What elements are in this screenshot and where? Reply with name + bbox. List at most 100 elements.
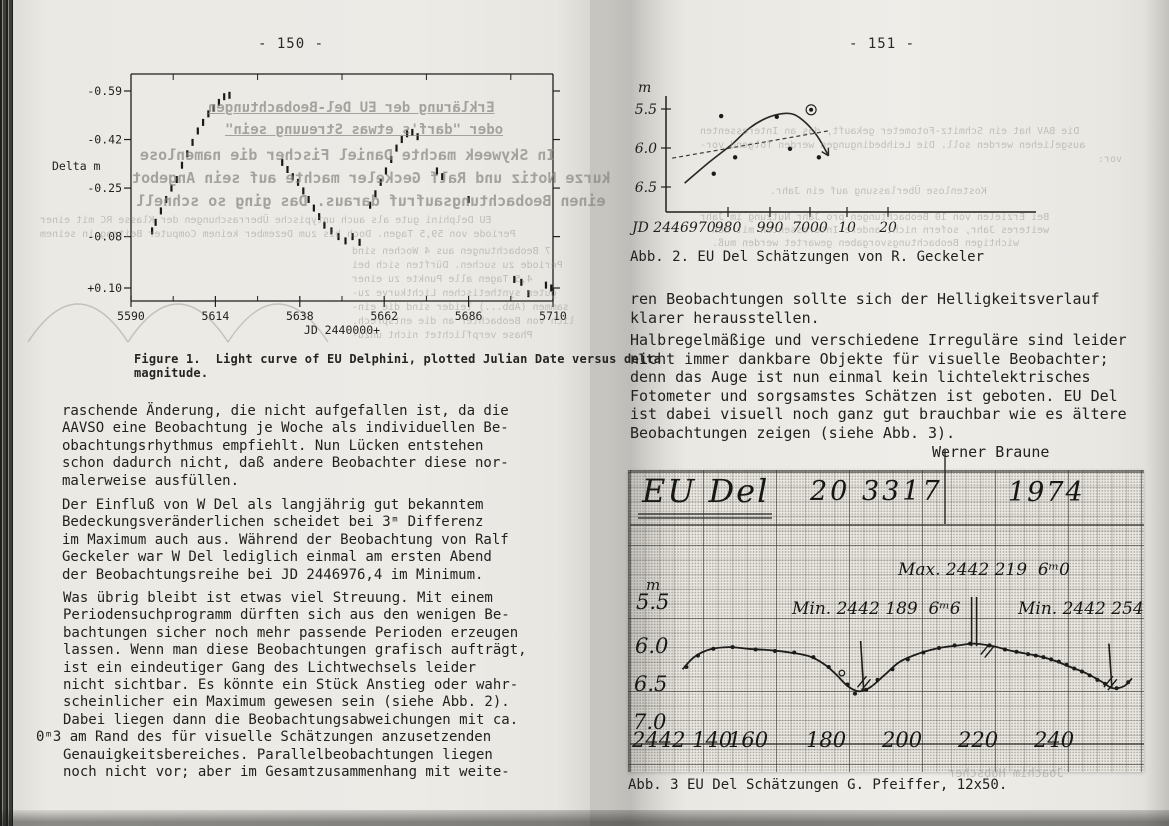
- abb3-x-tick: 240: [1034, 728, 1075, 752]
- ghost-bleed-text: oder "darf's etwas Streuung sein": [225, 122, 504, 138]
- svg-text:20: 20: [878, 220, 897, 236]
- text-line: Dabei liegen dann die Beobachtungsabweic…: [63, 711, 519, 728]
- ghost-bleed-text: weiteres Jahr, sofern nicht andere Inter…: [712, 225, 1050, 236]
- abb3-x-tick: 180: [806, 728, 847, 752]
- svg-text:JD 2440000+: JD 2440000+: [304, 323, 380, 337]
- svg-text:m: m: [638, 80, 651, 96]
- text-line: klarer herausstellen.: [630, 308, 820, 327]
- text-line: 0ᵐ3 am Rand des für visuelle Schätzungen…: [36, 729, 492, 746]
- svg-text:5638: 5638: [286, 309, 314, 323]
- svg-text:5710: 5710: [539, 309, 567, 323]
- ghost-bleed-text: sammen (Abb...) leider sind die ein-: [352, 302, 569, 313]
- ghost-bleed-text: Periode von 59,5 Tagen. Doch bis zum Dez…: [40, 229, 516, 240]
- paragraph-2: Der Einfluß von W Del als langjährig gut…: [62, 497, 509, 584]
- figure1-caption-line1: Figure 1. Light curve of EU Delphini, pl…: [134, 352, 662, 366]
- svg-text:JD 2446970: JD 2446970: [629, 220, 716, 236]
- svg-text:-0.25: -0.25: [87, 181, 122, 195]
- paragraph-5: Halbregelmäßige und verschiedene Irregul…: [630, 331, 1127, 442]
- ghost-bleed-text: einen Beobachtungsaufruf daraus. Das gin…: [136, 192, 606, 210]
- abb3-min2-annotation: Min. 2442 254: [1018, 599, 1144, 619]
- text-line: denn das Auge ist nun einmal kein lichte…: [630, 368, 1091, 386]
- abb3-y-tick: 6.0: [635, 634, 669, 658]
- text-line: Fotometer und sorgsamstes Schätzen ist g…: [630, 386, 1118, 405]
- ghost-bleed-text: 4,5 Tagen alle Punkte zu einer: [352, 274, 533, 285]
- paragraph-3: Was übrig bleibt ist etwas viel Streuung…: [36, 590, 527, 781]
- ghost-bleed-text: kurze Notiz und Ralf Geckeler machte auf…: [132, 169, 611, 187]
- text-line: Genauigkeitsbereiches. Parallelbeobachtu…: [63, 746, 493, 763]
- abb3-plot: [681, 596, 1133, 696]
- svg-text:Delta m: Delta m: [52, 159, 101, 173]
- abb3-x-tick: 2442 140: [632, 728, 733, 752]
- text-line: ren Beobachtungen sollte sich der Hellig…: [630, 290, 1100, 308]
- svg-text:5614: 5614: [202, 309, 230, 323]
- text-line: malerweise ausfüllen.: [62, 472, 240, 489]
- author-signature: Werner Braune: [932, 443, 1050, 461]
- svg-text:6.5: 6.5: [635, 180, 657, 196]
- page-number-left: - 150 -: [258, 36, 325, 52]
- ghost-bleed-text: Kostenlose Überlassung auf ein Jahr.: [770, 186, 987, 197]
- text-line: Der Einfluß von W Del als langjährig gut…: [62, 497, 484, 513]
- ghost-curves: [27, 303, 329, 343]
- ghost-bleed-text: Bei Erzielen von 10 Beobachtungen pro Ja…: [700, 212, 1050, 223]
- abb3-graph-paper: EU Del 20 3317 1974 Max. 2442 219 6ᵐ0 Mi…: [628, 450, 1144, 772]
- svg-text:5.5: 5.5: [635, 102, 657, 118]
- svg-text:5662: 5662: [370, 309, 398, 323]
- abb2-caption: Abb. 2. EU Del Schätzungen von R. Geckel…: [630, 249, 985, 265]
- page-number-right: - 151 -: [849, 36, 916, 52]
- svg-text:990: 990: [757, 220, 784, 236]
- svg-text:+0.10: +0.10: [87, 281, 122, 295]
- abb3-caption: Abb. 3 EU Del Schätzungen G. Pfeiffer, 1…: [628, 777, 1008, 793]
- svg-text:-0.42: -0.42: [87, 133, 122, 147]
- svg-text:6.0: 6.0: [635, 141, 657, 157]
- text-line: Was übrig bleibt ist etwas viel Streuung…: [63, 590, 493, 606]
- underline: [638, 517, 772, 519]
- ghost-bleed-text: ausgeliehen werden soll. Die Leihbedingu…: [700, 140, 1086, 151]
- text-line: bachtungen sicher noch mehr passende Per…: [63, 624, 519, 641]
- x-axis-line: [630, 743, 1144, 745]
- page-left-background: [13, 0, 590, 826]
- text-line: raschende Änderung, die nicht aufgefalle…: [62, 403, 509, 419]
- abb3-year: 1974: [1008, 477, 1085, 508]
- svg-text:-0.08: -0.08: [87, 230, 122, 244]
- abb3-y-unit: m: [646, 576, 661, 594]
- abb3-designation: 20 3317: [810, 476, 943, 507]
- text-line: obachtungsrhythmus empfiehlt. Nun Lücken…: [62, 437, 484, 454]
- text-line: Periodensuchprogramm dürften sich aus de…: [63, 607, 510, 624]
- grid-major-line: [944, 450, 946, 524]
- svg-text:980: 980: [715, 220, 742, 236]
- ghost-bleed-text: lich von Beobachter an die entsprech.: [352, 316, 575, 327]
- text-line: ist ein eindeutiger Gang des Lichtwechse…: [63, 659, 477, 676]
- underline: [638, 513, 772, 515]
- text-line: nicht immer dankbare Objekte für visuell…: [630, 349, 1109, 368]
- text-line: lassen. Wenn man diese Beobachtungen gra…: [63, 642, 527, 659]
- abb3-max-annotation: Max. 2442 219 6ᵐ0: [898, 560, 1070, 580]
- svg-text:5590: 5590: [117, 309, 145, 323]
- text-line: der Beobachtungsreihe bei JD 2446976,4 i…: [62, 566, 484, 583]
- binding-edge: [0, 0, 13, 826]
- ghost-bleed-text: Erklärung der EU Del-Beobachtungen: [208, 100, 495, 116]
- text-line: noch nicht vor; aber im Gesamtzusammenha…: [63, 764, 510, 781]
- text-line: AAVSO eine Beobachtung je Woche als indi…: [62, 420, 509, 437]
- text-line: schon dadurch nicht, daß andere Beobacht…: [62, 455, 509, 472]
- abb3-y-tick: 5.5: [636, 590, 670, 614]
- text-line: Geckeler war W Del lediglich einmal am e…: [62, 549, 492, 566]
- ghost-bleed-text: vor:: [1098, 154, 1123, 165]
- header-rule: [630, 524, 1144, 526]
- text-line: im Maximum auch aus. Während der Beobach…: [62, 531, 509, 548]
- ghost-bleed-text: Die BAV hat ein Schmitz-Fotometer gekauf…: [700, 126, 1080, 137]
- abb3-x-tick: 200: [882, 728, 923, 752]
- ghost-bleed-text: Periode zu suchen. Dürften sich bei: [352, 260, 563, 271]
- text-line: nicht sichtbar. Es könnte ein Stück Anst…: [63, 677, 519, 694]
- svg-text:-0.59: -0.59: [87, 84, 122, 98]
- ghost-bleed-text: 7 Beobachtungen aus 4 Wochen sind: [352, 246, 551, 257]
- svg-text:10: 10: [838, 220, 856, 236]
- ghost-bleed-text: Phase verpflichtet nicht unzu-: [352, 330, 533, 341]
- abb3-x-tick: 220: [958, 728, 999, 752]
- ghost-bleed-text: EU Delphini gute als auch untypische Übe…: [40, 215, 492, 226]
- abb3-y-tick: 7.0: [633, 710, 667, 734]
- text-line: scheinlicher ein Maximum gewesen sein (s…: [63, 694, 510, 711]
- svg-text:5686: 5686: [455, 309, 483, 323]
- paragraph-1: raschende Änderung, die nicht aufgefalle…: [62, 403, 509, 490]
